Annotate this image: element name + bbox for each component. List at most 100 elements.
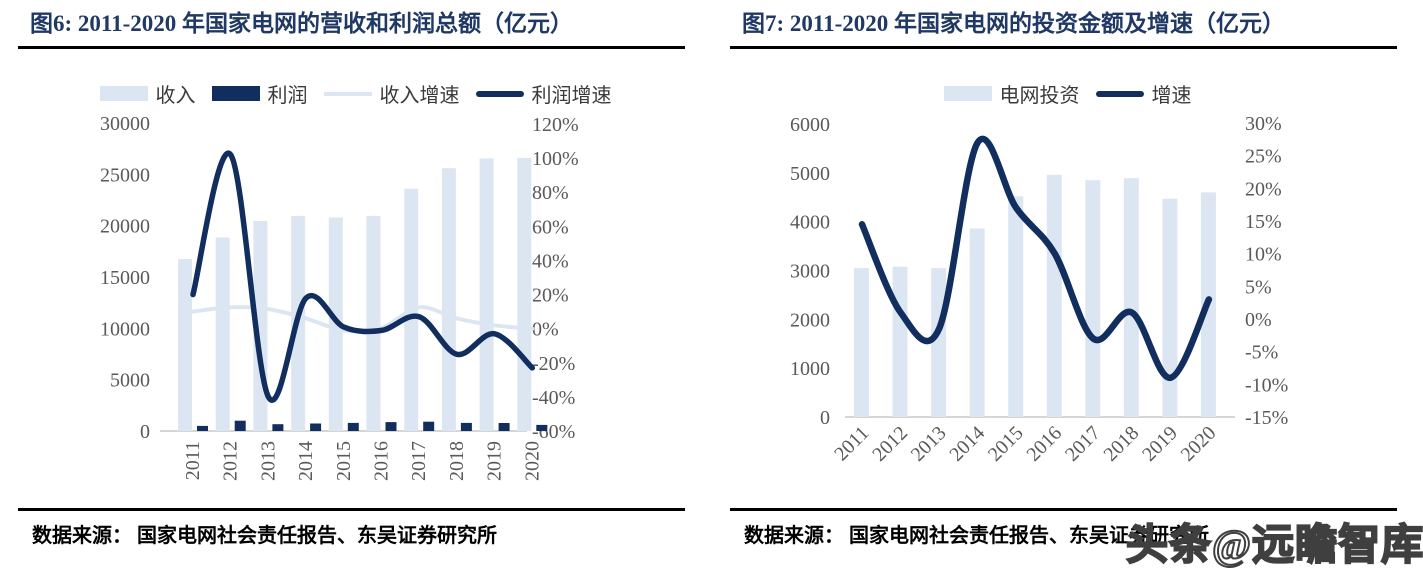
x-label-2016: 2016 [371,441,393,481]
legend-label-profit: 利润 [267,85,308,107]
legend-label-revenue-growth: 收入增速 [379,85,460,107]
x-label-2018: 2018 [446,441,468,481]
watermark-text: 头条@远瞻智库 [1125,522,1423,570]
right-tick-label: 15% [1245,211,1282,233]
figure6-legend: 收入 利润 收入增速 利润增速 [0,79,711,108]
x-label-2013: 2013 [257,441,279,481]
x-label-2012: 2012 [868,422,912,466]
left-tick-label: 5000 [110,370,150,392]
left-axis-ticks: 0 5000 10000 15000 20000 25000 30000 [100,113,150,443]
left-tick-label: 3000 [790,261,830,283]
bar-利润-2018 [460,422,472,431]
panel-figure7: 图7: 2011-2020 年国家电网的投资金额及增速（亿元） 电网投资 增速 … [712,0,1423,576]
legend-item-revenue: 收入 [99,79,196,108]
right-tick-label: 30% [1245,113,1282,135]
legend-item-profit: 利润 [211,79,308,108]
figure7-footer-rule [730,508,1397,511]
right-tick-label: 60% [532,216,569,238]
figure6-title-rule [18,46,685,49]
bar-利润-2020 [536,424,548,431]
bar-收入-2015 [328,217,343,431]
legend-item-revenue-growth: 收入增速 [323,79,460,108]
x-label-2016: 2016 [1022,422,1066,466]
bar-电网投资-2017 [1085,180,1101,417]
revenue-bar-swatch [99,86,148,101]
left-tick-label: 25000 [100,164,150,186]
bar-电网投资-2015 [1008,196,1024,417]
panel-figure6: 图6: 2011-2020 年国家电网的营收和利润总额（亿元） 收入 利润 收入… [0,0,711,576]
x-label-2013: 2013 [907,422,951,466]
figure7-title: 图7: 2011-2020 年国家电网的投资金额及增速（亿元） [742,11,1286,36]
bar-电网投资-2019 [1162,198,1178,417]
right-tick-label: 120% [532,114,579,136]
figure7-chart: 0 1000 2000 3000 4000 5000 6000 -15% -10% -5% 0% 5%… [790,113,1288,466]
right-tick-label: 100% [532,148,579,170]
revenue-growth-line-swatch [323,91,372,96]
left-tick-label: 6000 [790,114,830,136]
left-tick-label: 0 [140,421,150,443]
bar-电网投资-2018 [1123,178,1139,417]
x-label-2017: 2017 [1061,422,1105,466]
figure6-footer-rule [18,508,685,511]
bar-利润-2019 [498,423,510,431]
profit-growth-line-swatch [475,90,524,97]
right-tick-label: -60% [532,421,575,443]
bar-series-收入 [178,157,532,431]
growth-line-swatch [1095,90,1144,97]
legend-item-profit-growth: 利润增速 [475,79,612,108]
bar-利润-2015 [347,422,359,431]
legend-label-grid-investment: 电网投资 [999,85,1080,107]
right-tick-label: 5% [1245,276,1272,298]
figure6-source: 数据来源： 国家电网社会责任报告、东吴证券研究所 [32,525,497,547]
bar-利润-2011 [197,425,208,431]
figure6-title: 图6: 2011-2020 年国家电网的营收和利润总额（亿元） [30,11,574,36]
left-tick-label: 2000 [790,309,830,331]
right-axis-ticks: -60% -40% -20% 0% 20% 40% 60% 80% 100% 120% [532,114,579,443]
left-tick-label: 4000 [790,212,830,234]
bar-series-电网投资 [854,174,1216,417]
left-tick-label: 15000 [100,267,150,289]
line-series-增速 [858,135,1213,382]
bar-利润-2013 [272,424,284,431]
right-tick-label: -5% [1245,342,1278,364]
bar-收入-2018 [441,168,456,431]
right-tick-label: -10% [1245,374,1288,396]
x-label-2012: 2012 [220,441,242,481]
right-tick-label: 0% [532,319,559,341]
bar-series-利润 [197,420,548,431]
figure7-source: 数据来源： 国家电网社会责任报告、东吴证券研究所 [744,525,1209,547]
x-label-2017: 2017 [408,441,430,481]
x-label-2019: 2019 [484,441,506,481]
bar-电网投资-2016 [1046,174,1062,417]
left-tick-label: 1000 [790,358,830,380]
left-tick-label: 20000 [100,216,150,238]
grid-investment-bar-swatch [943,86,992,101]
bar-利润-2017 [423,421,435,431]
figure7-legend: 电网投资 增速 [712,79,1423,108]
bar-电网投资-2014 [969,228,985,417]
right-tick-label: 20% [1245,178,1282,200]
bar-利润-2014 [310,423,322,431]
legend-label-growth: 增速 [1151,85,1192,107]
x-label-2015: 2015 [984,422,1028,466]
figure7-title-rule [730,46,1397,49]
right-tick-label: 0% [1245,309,1272,331]
bar-电网投资-2011 [854,268,869,417]
right-tick-label: 40% [532,250,569,272]
x-label-2014: 2014 [295,441,317,481]
bar-收入-2019 [479,158,494,431]
bar-收入-2012 [215,237,230,431]
right-tick-label: 80% [532,182,569,204]
line-series-利润增速 [190,150,536,403]
right-tick-label: -40% [532,387,575,409]
x-label-2011: 2011 [830,422,873,465]
x-label-2011: 2011 [182,441,204,480]
left-tick-label: 5000 [790,163,830,185]
bar-收入-2020 [517,157,532,431]
bar-利润-2012 [234,420,246,431]
legend-item-grid-investment: 电网投资 [943,79,1080,108]
legend-label-revenue: 收入 [155,85,196,107]
bar-电网投资-2012 [892,266,908,417]
